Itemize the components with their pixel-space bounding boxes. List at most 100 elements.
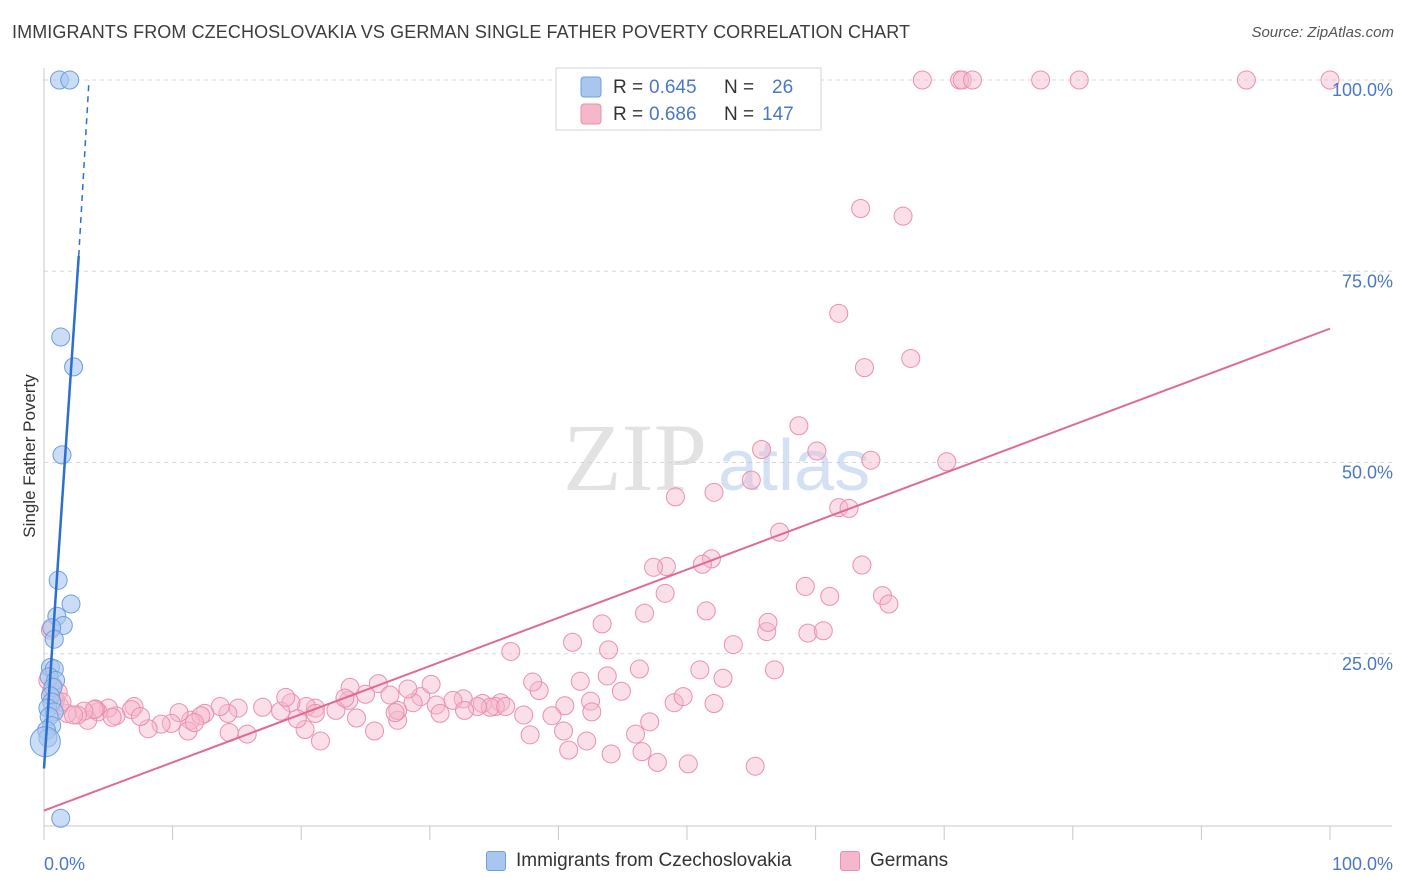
germans-point[interactable] xyxy=(611,681,631,701)
germans-point[interactable] xyxy=(582,702,602,722)
germans-point[interactable] xyxy=(723,635,743,655)
germans-point[interactable] xyxy=(1320,70,1340,90)
germans-point[interactable] xyxy=(640,712,660,732)
germans-point[interactable] xyxy=(520,725,540,745)
germans-point[interactable] xyxy=(592,614,612,634)
germans-point[interactable] xyxy=(599,640,619,660)
germans-point[interactable] xyxy=(85,699,105,719)
germans-point[interactable] xyxy=(807,441,827,461)
germans-point[interactable] xyxy=(514,705,534,725)
germans-point[interactable] xyxy=(388,710,408,730)
germans-point[interactable] xyxy=(253,697,273,717)
germans-point[interactable] xyxy=(701,549,721,569)
germans-point[interactable] xyxy=(398,679,418,699)
germans-point[interactable] xyxy=(388,700,408,720)
germans-point[interactable] xyxy=(295,719,315,739)
germans-point[interactable] xyxy=(632,742,652,762)
germans-point[interactable] xyxy=(758,612,778,632)
germans-point[interactable] xyxy=(161,713,181,733)
germans-point[interactable] xyxy=(937,452,957,472)
germans-point[interactable] xyxy=(421,674,441,694)
germans-point[interactable] xyxy=(523,672,543,692)
germans-point[interactable] xyxy=(581,691,601,711)
germans-point[interactable] xyxy=(704,482,724,502)
germans-point[interactable] xyxy=(912,70,932,90)
germans-point[interactable] xyxy=(1236,70,1256,90)
czechoslovakia-point[interactable] xyxy=(51,327,71,347)
germans-point[interactable] xyxy=(852,555,872,575)
legend-item-germans[interactable]: Germans xyxy=(840,850,948,872)
germans-point[interactable] xyxy=(64,705,84,725)
germans-point[interactable] xyxy=(542,706,562,726)
germans-point[interactable] xyxy=(673,687,693,707)
germans-point[interactable] xyxy=(798,623,818,643)
germans-point[interactable] xyxy=(655,583,675,603)
germans-point[interactable] xyxy=(501,641,521,661)
germans-point[interactable] xyxy=(563,632,583,652)
germans-point[interactable] xyxy=(597,666,617,686)
germans-point[interactable] xyxy=(1031,70,1051,90)
germans-point[interactable] xyxy=(879,594,899,614)
germans-point[interactable] xyxy=(151,714,171,734)
germans-point[interactable] xyxy=(102,707,122,727)
germans-point[interactable] xyxy=(555,696,575,716)
germans-point[interactable] xyxy=(276,687,296,707)
germans-point[interactable] xyxy=(218,703,238,723)
germans-point[interactable] xyxy=(310,731,330,751)
legend-item-czechoslovakia[interactable]: Immigrants from Czechoslovakia xyxy=(486,850,792,872)
germans-point[interactable] xyxy=(644,557,664,577)
germans-point[interactable] xyxy=(635,603,655,623)
source-credit[interactable]: Source: ZipAtlas.com xyxy=(1251,24,1394,41)
germans-point[interactable] xyxy=(851,199,871,219)
germans-point[interactable] xyxy=(789,416,809,436)
germans-point[interactable] xyxy=(893,206,913,226)
germans-point[interactable] xyxy=(559,740,579,760)
germans-point[interactable] xyxy=(629,659,649,679)
czechoslovakia-point[interactable] xyxy=(52,445,72,465)
germans-point[interactable] xyxy=(713,668,733,688)
czechoslovakia-point[interactable] xyxy=(61,594,81,614)
germans-point[interactable] xyxy=(385,703,405,723)
germans-point[interactable] xyxy=(962,70,982,90)
germans-point[interactable] xyxy=(184,713,204,733)
germans-point[interactable] xyxy=(829,303,849,323)
germans-point[interactable] xyxy=(169,703,189,723)
germans-point[interactable] xyxy=(130,706,150,726)
czechoslovakia-point[interactable] xyxy=(60,70,80,90)
germans-point[interactable] xyxy=(690,660,710,680)
germans-point[interactable] xyxy=(678,754,698,774)
germans-point[interactable] xyxy=(813,621,833,641)
czechoslovakia-point[interactable] xyxy=(64,357,84,377)
germans-point[interactable] xyxy=(665,487,685,507)
germans-point[interactable] xyxy=(854,358,874,378)
germans-point[interactable] xyxy=(554,721,574,741)
germans-point[interactable] xyxy=(380,685,400,705)
germans-point[interactable] xyxy=(346,708,366,728)
germans-point[interactable] xyxy=(78,710,98,730)
germans-point[interactable] xyxy=(368,674,388,694)
germans-point[interactable] xyxy=(491,693,511,713)
germans-point[interactable] xyxy=(430,703,450,723)
germans-point[interactable] xyxy=(626,724,646,744)
germans-point[interactable] xyxy=(741,470,761,490)
germans-point[interactable] xyxy=(138,719,158,739)
germans-point[interactable] xyxy=(577,731,597,751)
germans-point[interactable] xyxy=(570,671,590,691)
germans-point[interactable] xyxy=(861,450,881,470)
germans-point[interactable] xyxy=(752,439,772,459)
germans-point[interactable] xyxy=(601,744,621,764)
germans-point[interactable] xyxy=(764,660,784,680)
germans-point[interactable] xyxy=(704,693,724,713)
germans-point[interactable] xyxy=(952,70,972,90)
germans-point[interactable] xyxy=(795,576,815,596)
germans-point[interactable] xyxy=(496,697,516,717)
czechoslovakia-point[interactable] xyxy=(51,808,71,828)
germans-point[interactable] xyxy=(1069,70,1089,90)
germans-point[interactable] xyxy=(745,756,765,776)
germans-point[interactable] xyxy=(647,752,667,772)
germans-point[interactable] xyxy=(696,601,716,621)
germans-point[interactable] xyxy=(829,498,849,518)
germans-point[interactable] xyxy=(820,586,840,606)
germans-point[interactable] xyxy=(455,700,475,720)
germans-point[interactable] xyxy=(305,703,325,723)
